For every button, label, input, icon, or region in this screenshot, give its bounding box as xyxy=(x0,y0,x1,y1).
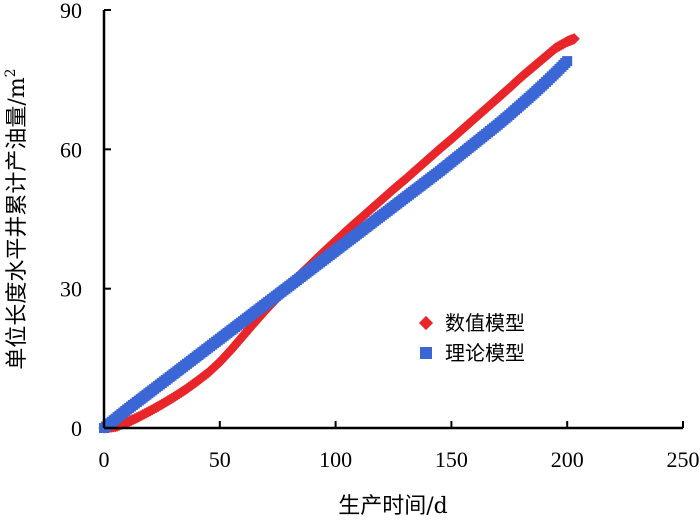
svg-text:单位长度水平井累计产油量/m2: 单位长度水平井累计产油量/m2 xyxy=(3,68,30,369)
y-tick-label: 0 xyxy=(71,416,82,441)
x-tick-label: 50 xyxy=(209,447,231,472)
legend-label-theoretical: 理论模型 xyxy=(445,341,525,365)
y-axis-title-sup: 2 xyxy=(3,68,19,77)
y-tick-label: 30 xyxy=(60,277,82,302)
x-tick-label: 0 xyxy=(99,447,110,472)
x-tick-label: 150 xyxy=(435,447,468,472)
legend-label-numerical: 数值模型 xyxy=(445,311,525,335)
legend-marker-numerical xyxy=(418,315,434,331)
axes-layer xyxy=(102,10,683,430)
y-tick-label: 60 xyxy=(60,137,82,162)
x-tick-label: 200 xyxy=(551,447,584,472)
ticks-layer: 0 50 100 150 200 250 0 30 60 90 xyxy=(60,0,700,472)
x-axis-title: 生产时间/d xyxy=(338,494,448,519)
data-point xyxy=(568,33,580,45)
y-tick-label: 90 xyxy=(60,0,82,23)
series-theoretical xyxy=(99,56,573,433)
data-point xyxy=(562,56,573,67)
series-layer xyxy=(98,33,580,434)
y-axis-title: 单位长度水平井累计产油量/m xyxy=(5,77,30,369)
x-tick-label: 100 xyxy=(319,447,352,472)
legend-marker-theoretical xyxy=(420,347,432,359)
x-tick-label: 250 xyxy=(667,447,700,472)
legend: 数值模型 理论模型 xyxy=(418,311,525,365)
y-axis-title-group: 单位长度水平井累计产油量/m2 xyxy=(3,68,30,369)
